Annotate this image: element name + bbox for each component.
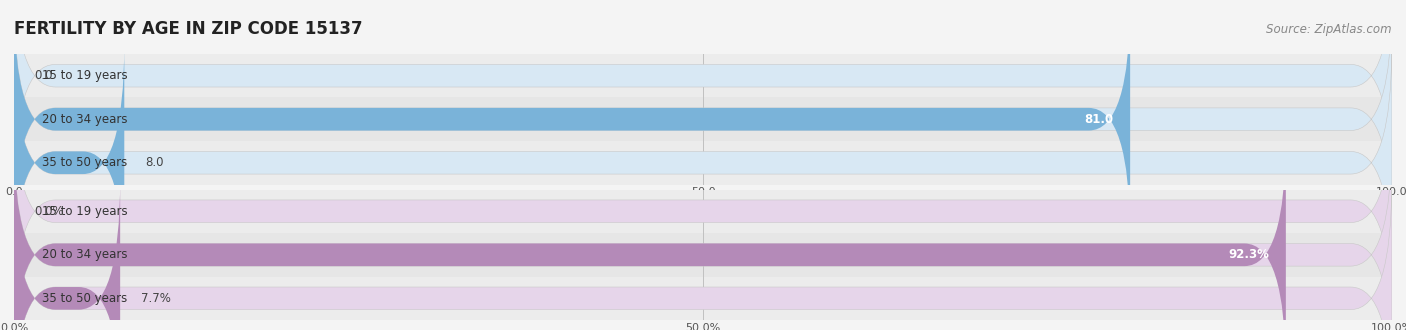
Bar bbox=[14, 54, 1392, 97]
FancyBboxPatch shape bbox=[14, 44, 124, 282]
Bar bbox=[14, 189, 1392, 233]
FancyBboxPatch shape bbox=[14, 0, 1392, 195]
FancyBboxPatch shape bbox=[14, 92, 1392, 330]
Text: 15 to 19 years: 15 to 19 years bbox=[42, 69, 127, 82]
FancyBboxPatch shape bbox=[14, 0, 1130, 239]
Text: 15 to 19 years: 15 to 19 years bbox=[42, 205, 127, 218]
FancyBboxPatch shape bbox=[14, 44, 1392, 282]
Text: 20 to 34 years: 20 to 34 years bbox=[42, 248, 127, 261]
Text: 92.3%: 92.3% bbox=[1229, 248, 1270, 261]
Text: 81.0: 81.0 bbox=[1084, 113, 1114, 126]
Bar bbox=[14, 97, 1392, 141]
Text: Source: ZipAtlas.com: Source: ZipAtlas.com bbox=[1267, 23, 1392, 36]
Text: 35 to 50 years: 35 to 50 years bbox=[42, 156, 127, 169]
Text: 8.0: 8.0 bbox=[145, 156, 163, 169]
Text: FERTILITY BY AGE IN ZIP CODE 15137: FERTILITY BY AGE IN ZIP CODE 15137 bbox=[14, 20, 363, 38]
FancyBboxPatch shape bbox=[14, 136, 1392, 330]
FancyBboxPatch shape bbox=[14, 0, 1392, 239]
Bar bbox=[14, 233, 1392, 277]
FancyBboxPatch shape bbox=[14, 179, 120, 330]
Text: 7.7%: 7.7% bbox=[141, 292, 170, 305]
Text: 0.0%: 0.0% bbox=[35, 205, 65, 218]
Text: 0.0: 0.0 bbox=[35, 69, 53, 82]
Text: 35 to 50 years: 35 to 50 years bbox=[42, 292, 127, 305]
Text: 20 to 34 years: 20 to 34 years bbox=[42, 113, 127, 126]
FancyBboxPatch shape bbox=[14, 179, 1392, 330]
Bar bbox=[14, 277, 1392, 320]
FancyBboxPatch shape bbox=[14, 136, 1286, 330]
Bar bbox=[14, 141, 1392, 184]
